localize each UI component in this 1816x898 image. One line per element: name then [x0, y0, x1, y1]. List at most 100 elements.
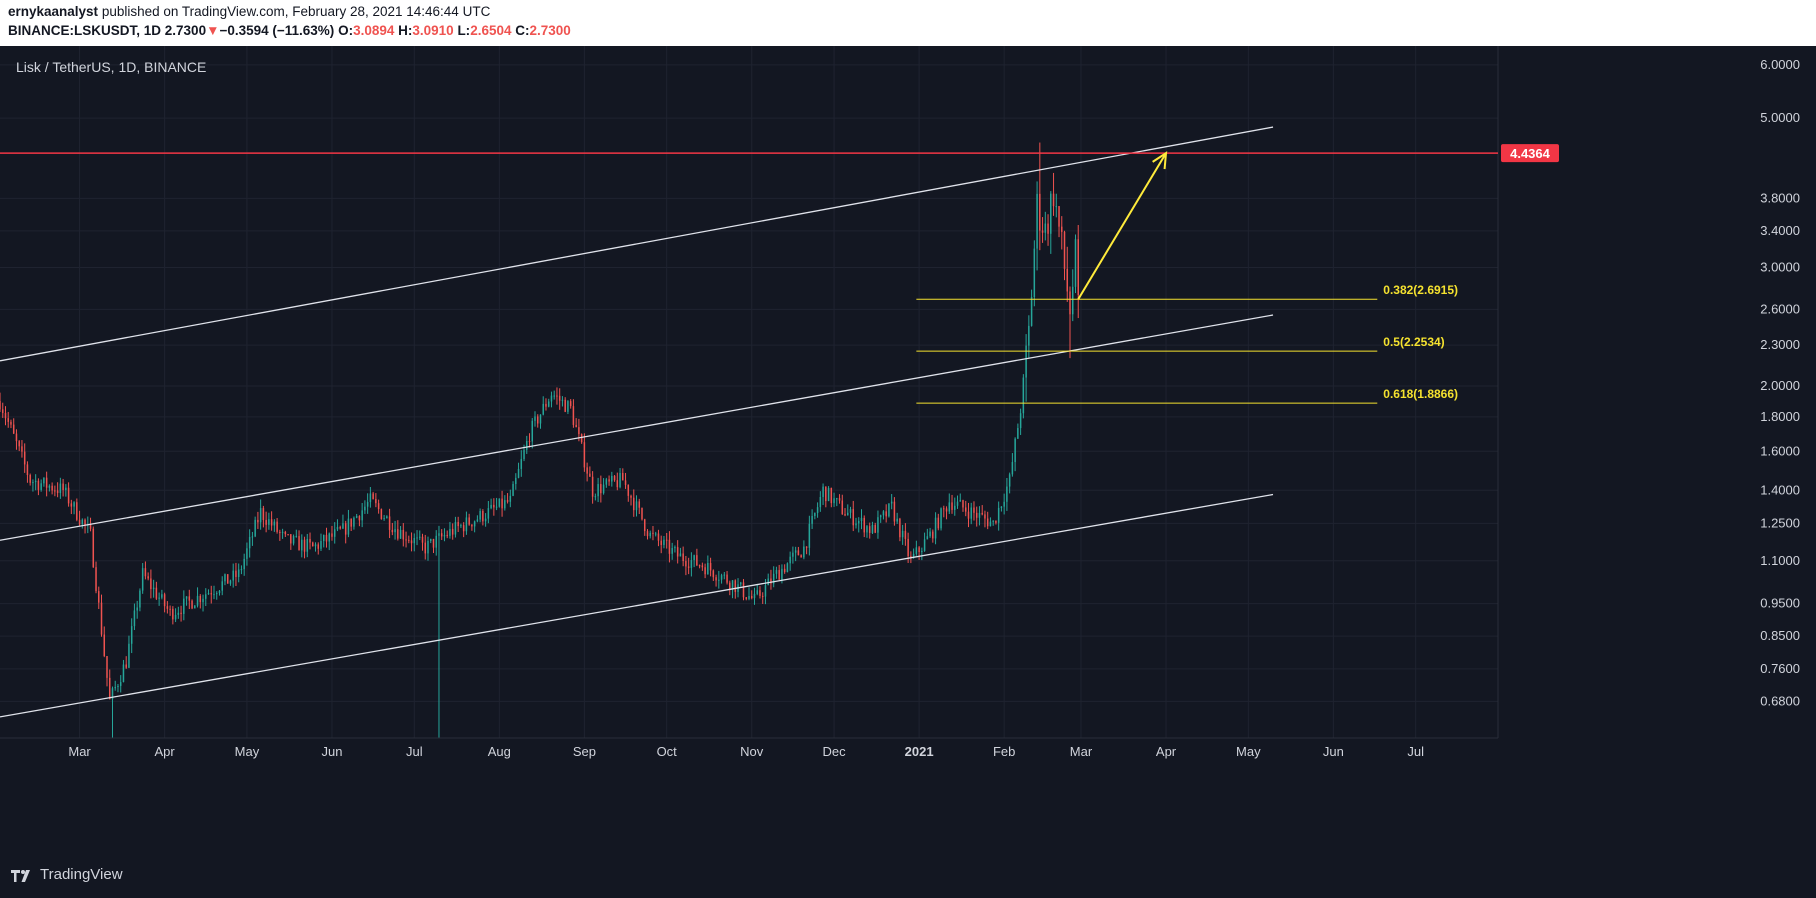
- candle-body: [265, 519, 267, 525]
- candle-body: [287, 534, 289, 536]
- author-name[interactable]: ernykaanalyst: [8, 4, 99, 19]
- chart-panel[interactable]: [0, 46, 1816, 898]
- candle-body: [550, 395, 553, 402]
- time-tick-label: Nov: [740, 744, 764, 759]
- candle-body: [597, 484, 599, 497]
- candle-body: [432, 539, 435, 548]
- price-tick-label: 1.1000: [1760, 553, 1800, 568]
- candle-body: [764, 585, 767, 597]
- candle-body: [1061, 226, 1063, 232]
- candle-body: [973, 507, 975, 513]
- candle-body: [152, 587, 155, 590]
- candle-body: [163, 594, 166, 607]
- candle-body: [682, 553, 684, 562]
- candle-body: [912, 553, 915, 558]
- candle-body: [106, 656, 108, 678]
- tradingview-logo-icon: [11, 869, 30, 882]
- candle-body: [964, 507, 967, 512]
- channel-upper-line: [0, 126, 1274, 362]
- close-label: C:: [515, 23, 530, 38]
- candle-body: [10, 421, 12, 425]
- candle-body: [122, 664, 125, 683]
- candle-body: [649, 532, 651, 537]
- candle-body: [262, 508, 265, 520]
- candle-body: [490, 504, 492, 509]
- candlestick-chart[interactable]: 6.0000 5.0000 3.8000 3.4000 3.0000 2.6000 2.30…: [0, 46, 1816, 898]
- candle-body: [520, 459, 523, 469]
- candle-body: [951, 502, 953, 510]
- candle-body: [188, 596, 191, 601]
- tradingview-logo[interactable]: TradingView: [10, 866, 123, 883]
- candle-body: [932, 531, 934, 539]
- candle-body: [111, 688, 114, 700]
- candle-body: [413, 537, 416, 544]
- candle-body: [665, 539, 668, 541]
- fib-level-label: 0.618(1.8866): [1383, 387, 1458, 401]
- candle-body: [317, 544, 320, 549]
- candle-body: [161, 594, 163, 598]
- candle-body: [638, 501, 641, 508]
- candle-body: [852, 509, 855, 526]
- low-label: L:: [457, 23, 471, 38]
- candle-body: [213, 594, 215, 596]
- candle-body: [772, 573, 775, 584]
- candle-body: [643, 519, 646, 532]
- price-tick-label: 6.0000: [1760, 57, 1800, 72]
- candle-body: [202, 598, 204, 603]
- candle-body: [558, 395, 561, 401]
- candle-body: [98, 591, 100, 603]
- time-tick-label: Jun: [321, 744, 342, 759]
- candle-body: [48, 485, 51, 488]
- time-tick-label: Jun: [1323, 744, 1344, 759]
- candle-body: [358, 516, 361, 521]
- candle-body: [147, 576, 149, 579]
- candle-body: [325, 534, 328, 542]
- candle-body: [534, 416, 536, 421]
- tradingview-logo-text: TradingView: [40, 866, 123, 883]
- candle-body: [1000, 506, 1003, 508]
- candle-body: [199, 595, 202, 603]
- candle-body: [652, 532, 654, 534]
- candle-body: [575, 424, 577, 428]
- candle-body: [948, 502, 951, 512]
- candle-body: [446, 535, 448, 537]
- candle-body: [984, 514, 986, 519]
- symbol-line: BINANCE:LSKUSDT, 1D 2.7300▼−0.3594 (−11.…: [8, 23, 571, 38]
- candle-body: [67, 487, 70, 504]
- candle-body: [556, 395, 558, 397]
- candle-body: [866, 526, 868, 533]
- candle-body: [619, 472, 621, 488]
- candle-body: [1017, 428, 1019, 439]
- candle-body: [419, 536, 421, 538]
- candle-body: [561, 399, 564, 401]
- candle-body: [205, 594, 207, 599]
- candle-body: [945, 508, 948, 512]
- candle-body: [172, 608, 174, 620]
- candle-body: [803, 546, 805, 558]
- candle-body: [410, 540, 413, 544]
- candle-body: [237, 569, 240, 577]
- candle-body: [196, 595, 199, 606]
- candle-body: [838, 498, 841, 501]
- candle-body: [849, 509, 852, 513]
- candle-body: [685, 561, 687, 567]
- price-tick-label: 0.8500: [1760, 628, 1800, 643]
- candle-body: [306, 538, 309, 552]
- candle-body: [1069, 291, 1071, 315]
- candle-body: [761, 595, 764, 597]
- candle-body: [783, 568, 786, 573]
- candle-body: [476, 519, 479, 522]
- candle-body: [1, 409, 4, 413]
- candle-body: [391, 529, 394, 533]
- candle-body: [501, 498, 503, 509]
- candle-body: [1025, 345, 1027, 378]
- candle-body: [92, 528, 95, 568]
- candle-body: [547, 401, 550, 407]
- candle-body: [723, 574, 726, 576]
- candle-body: [440, 533, 443, 537]
- candle-body: [45, 477, 48, 488]
- candle-body: [248, 536, 251, 549]
- candle-body: [100, 602, 103, 635]
- channel-lower-line: [0, 493, 1274, 718]
- candle-body: [322, 534, 325, 541]
